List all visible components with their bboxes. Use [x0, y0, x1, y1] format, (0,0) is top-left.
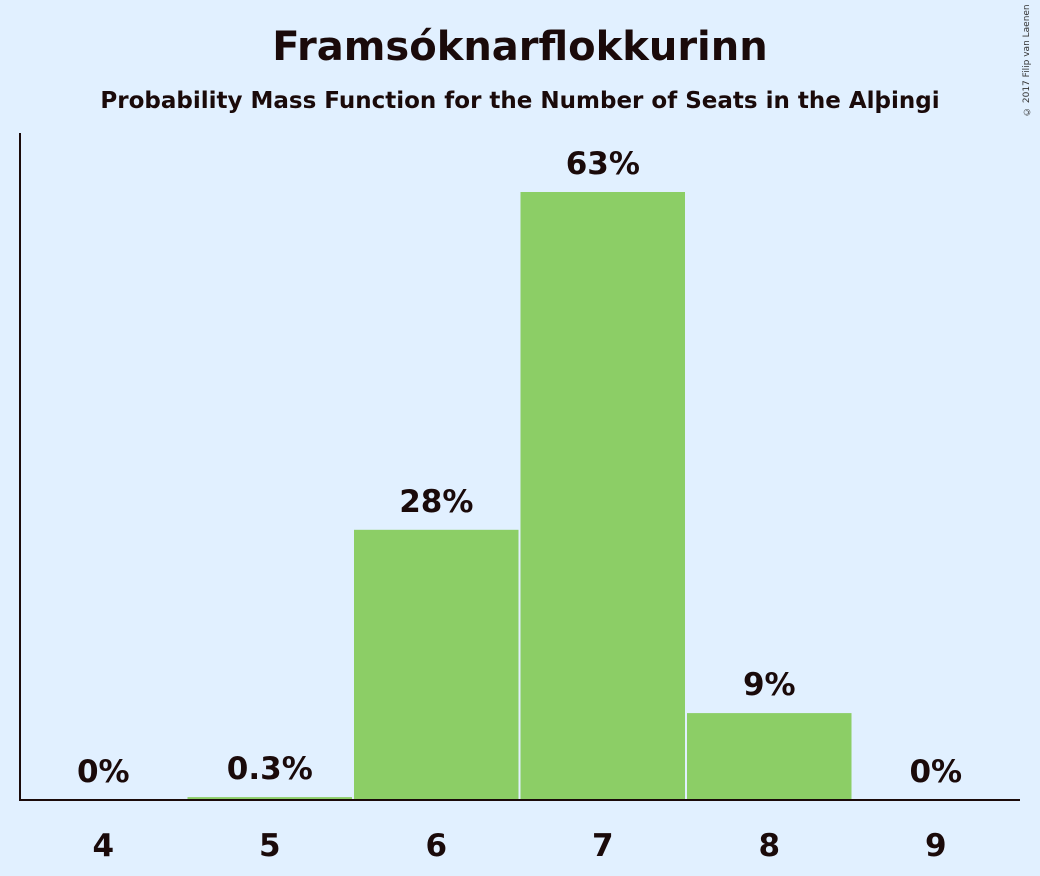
bar-5: [187, 797, 352, 800]
x-tick-label-9: 9: [925, 828, 947, 864]
x-tick-label-6: 6: [426, 828, 448, 864]
x-tick-label-7: 7: [592, 828, 614, 864]
bar-8: [687, 713, 852, 800]
bar-value-label-9: 0%: [909, 754, 962, 790]
bar-value-label-5: 0.3%: [227, 751, 313, 787]
bar-7: [520, 192, 685, 800]
x-tick-label-4: 4: [93, 828, 115, 864]
x-tick-label-5: 5: [259, 828, 281, 864]
tick-labels-group: 4 5 6 7 8 9: [93, 828, 947, 864]
chart-title: Framsóknarflokkurinn: [272, 24, 768, 70]
bar-value-label-4: 0%: [77, 754, 130, 790]
bar-labels-group: 0% 0.3% 28% 63% 9% 0%: [77, 146, 962, 790]
bars-group: [187, 192, 852, 800]
chart-subtitle: Probability Mass Function for the Number…: [100, 88, 940, 114]
x-tick-label-8: 8: [759, 828, 781, 864]
bar-6: [354, 529, 519, 800]
bar-value-label-6: 28%: [399, 484, 473, 520]
bar-value-label-8: 9%: [743, 667, 796, 703]
bar-value-label-7: 63%: [566, 146, 640, 182]
